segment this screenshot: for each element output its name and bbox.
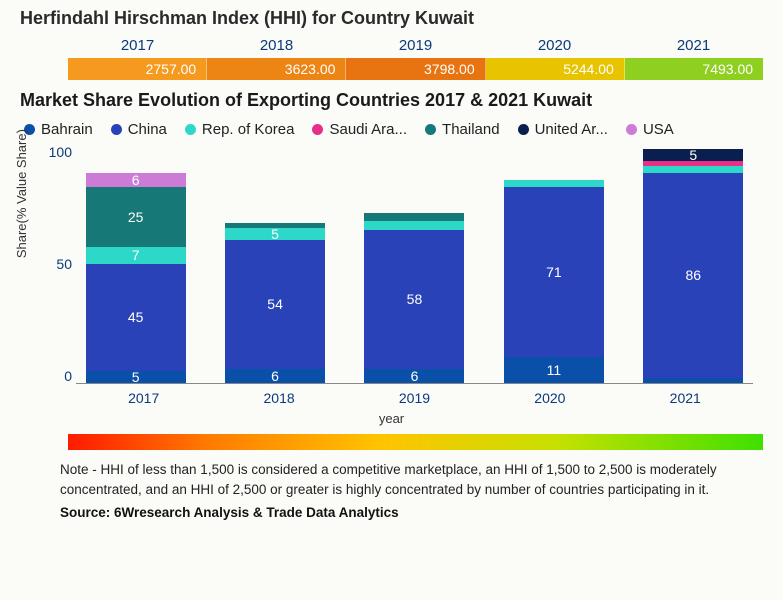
- bar-segment: 54: [225, 240, 325, 369]
- x-axis-labels: 2017 2018 2019 2020 2021: [76, 390, 753, 406]
- bar-segment: 5: [86, 371, 186, 383]
- chart-title: Market Share Evolution of Exporting Coun…: [20, 90, 763, 111]
- bar-segment: [364, 213, 464, 220]
- hhi-cell: 2757.00: [68, 58, 207, 80]
- bar-segment: 45: [86, 264, 186, 372]
- y-tick: 100: [49, 144, 72, 160]
- legend-label: Rep. of Korea: [202, 121, 295, 138]
- chart-plot: 625745555465867111586: [76, 144, 753, 384]
- x-tick: 2019: [364, 390, 464, 406]
- bar-segment: 71: [504, 187, 604, 357]
- x-tick: 2020: [500, 390, 600, 406]
- y-axis-title: Share(% Value Share): [14, 129, 29, 258]
- legend-dot-icon: [518, 124, 529, 135]
- hhi-year: 2018: [207, 37, 346, 54]
- hhi-cell: 3623.00: [207, 58, 346, 80]
- y-tick: 50: [56, 256, 72, 272]
- spectrum-bar: [68, 434, 763, 450]
- legend-item: Rep. of Korea: [185, 121, 295, 138]
- legend-item: United Ar...: [518, 121, 608, 138]
- bar-segment: [504, 180, 604, 187]
- bar-segment: [643, 166, 743, 173]
- hhi-value-row: 2757.003623.003798.005244.007493.00: [20, 58, 763, 80]
- chart-bar: 5 86: [643, 149, 743, 383]
- chart-legend: Bahrain China Rep. of Korea Saudi Ara... Tha…: [20, 121, 763, 138]
- hhi-year: 2021: [624, 37, 763, 54]
- bar-segment: 6: [86, 173, 186, 187]
- legend-item: Saudi Ara...: [312, 121, 407, 138]
- legend-label: Thailand: [442, 121, 500, 138]
- source-text: Source: 6Wresearch Analysis & Trade Data…: [60, 505, 763, 520]
- legend-label: China: [128, 121, 167, 138]
- legend-label: Bahrain: [41, 121, 93, 138]
- note-text: Note - HHI of less than 1,500 is conside…: [60, 460, 743, 499]
- bar-segment: [643, 378, 743, 383]
- hhi-cell: 7493.00: [625, 58, 763, 80]
- legend-dot-icon: [626, 124, 637, 135]
- legend-item: China: [111, 121, 167, 138]
- bar-segment: [364, 221, 464, 231]
- chart-bar: 6257455: [86, 173, 186, 383]
- hhi-year: 2017: [68, 37, 207, 54]
- legend-dot-icon: [425, 124, 436, 135]
- y-axis-labels: 100 50 0: [48, 144, 72, 384]
- chart-bar: 586: [364, 213, 464, 383]
- legend-dot-icon: [111, 124, 122, 135]
- legend-dot-icon: [312, 124, 323, 135]
- chart-bar: 7111: [504, 180, 604, 383]
- bar-segment: 86: [643, 173, 743, 379]
- hhi-cell: 5244.00: [486, 58, 625, 80]
- bar-segment: 11: [504, 357, 604, 383]
- legend-label: United Ar...: [535, 121, 608, 138]
- hhi-year-row: 20172018201920202021: [20, 37, 763, 54]
- hhi-title: Herfindahl Hirschman Index (HHI) for Cou…: [20, 8, 763, 29]
- hhi-cell: 3798.00: [346, 58, 485, 80]
- legend-dot-icon: [185, 124, 196, 135]
- chart-bar: 5546: [225, 223, 325, 383]
- x-tick: 2021: [635, 390, 735, 406]
- x-axis-title: year: [20, 411, 763, 426]
- bar-segment: 6: [225, 369, 325, 383]
- bar-segment: 5: [643, 149, 743, 161]
- legend-item: USA: [626, 121, 674, 138]
- y-tick: 0: [64, 368, 72, 384]
- hhi-year: 2019: [346, 37, 485, 54]
- legend-item: Thailand: [425, 121, 500, 138]
- bar-segment: 6: [364, 369, 464, 383]
- hhi-year: 2020: [485, 37, 624, 54]
- chart-area: Share(% Value Share) 100500 625745555465…: [20, 144, 763, 424]
- x-tick: 2018: [229, 390, 329, 406]
- x-tick: 2017: [94, 390, 194, 406]
- bar-segment: 58: [364, 230, 464, 369]
- bar-segment: 5: [225, 228, 325, 240]
- bar-segment: 25: [86, 187, 186, 247]
- legend-item: Bahrain: [24, 121, 93, 138]
- legend-label: Saudi Ara...: [329, 121, 407, 138]
- bar-segment: 7: [86, 247, 186, 264]
- legend-label: USA: [643, 121, 674, 138]
